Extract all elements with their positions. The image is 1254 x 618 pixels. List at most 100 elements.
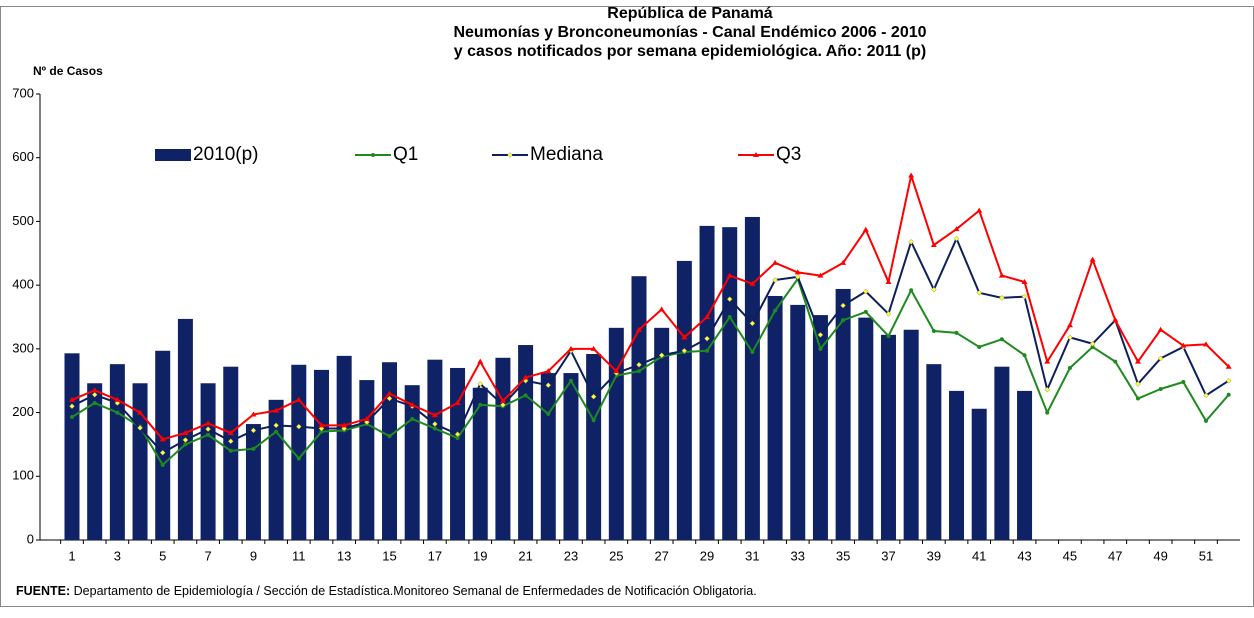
point	[1135, 381, 1141, 387]
x-tick-label: 35	[836, 548, 850, 563]
point	[1135, 396, 1140, 401]
bar	[654, 327, 670, 540]
legend-label: 2010(p)	[193, 144, 259, 165]
bar	[155, 350, 171, 540]
point	[1134, 358, 1141, 364]
point	[772, 259, 779, 265]
point	[794, 274, 801, 280]
point	[998, 272, 1005, 278]
point	[159, 436, 166, 442]
bar	[450, 367, 466, 540]
point	[908, 172, 915, 178]
legend-label: Q1	[393, 144, 418, 165]
legend-label: Mediana	[530, 144, 603, 165]
point	[182, 437, 189, 443]
chart-title: y casos notificados por semana epidemiol…	[454, 43, 926, 60]
point	[205, 420, 212, 426]
point	[92, 401, 97, 406]
x-tick-label: 9	[250, 548, 257, 563]
point	[636, 326, 642, 332]
point	[976, 207, 983, 213]
point	[91, 391, 98, 398]
point	[704, 314, 711, 319]
point	[908, 238, 915, 245]
x-tick-label: 39	[927, 548, 941, 563]
point	[1067, 334, 1073, 341]
point	[227, 438, 234, 445]
x-tick-label: 49	[1153, 548, 1167, 563]
point	[227, 429, 234, 435]
x-tick-label: 31	[745, 548, 759, 563]
bar	[586, 353, 602, 540]
x-tick-label: 19	[473, 548, 487, 563]
point	[999, 295, 1005, 301]
point	[750, 350, 755, 355]
bar	[495, 357, 511, 540]
line	[71, 174, 1230, 441]
x-tick-label: 15	[382, 548, 396, 563]
point	[567, 345, 574, 351]
point	[522, 374, 529, 380]
x-tick-label: 27	[654, 548, 668, 563]
bar	[109, 364, 125, 540]
bar	[767, 295, 783, 540]
point	[1089, 256, 1096, 262]
point	[1181, 379, 1186, 384]
point	[591, 418, 596, 423]
point	[1226, 392, 1231, 397]
point	[726, 296, 733, 303]
point	[841, 318, 846, 323]
bar	[880, 334, 896, 540]
bar	[744, 216, 760, 540]
point	[455, 436, 460, 441]
x-tick-label: 7	[204, 548, 211, 563]
point	[1066, 322, 1073, 328]
point	[250, 411, 257, 417]
point	[1090, 344, 1095, 349]
point	[363, 415, 370, 421]
x-tick-label: 5	[159, 548, 166, 563]
point	[319, 429, 324, 434]
point	[1044, 358, 1051, 364]
y-tick-label: 200	[12, 404, 34, 419]
point	[545, 368, 552, 374]
point	[205, 426, 211, 432]
point	[182, 429, 189, 435]
x-tick-label: 3	[114, 548, 121, 563]
bar	[313, 369, 329, 540]
point	[999, 337, 1004, 342]
point	[817, 331, 824, 338]
point	[295, 396, 302, 402]
bar	[64, 353, 80, 540]
point	[371, 153, 375, 157]
x-tick-label: 41	[972, 548, 986, 563]
point	[1225, 377, 1232, 384]
bar	[903, 329, 919, 540]
point	[953, 226, 960, 232]
point	[1089, 340, 1096, 347]
point	[159, 449, 166, 456]
point	[637, 369, 641, 374]
x-tick-label: 37	[881, 548, 895, 563]
bar	[971, 408, 987, 540]
point	[976, 289, 983, 296]
x-tick-label: 47	[1108, 548, 1122, 563]
source-note: FUENTE: Departamento de Epidemiología / …	[16, 584, 757, 598]
point	[818, 346, 823, 351]
point	[477, 358, 484, 364]
point	[1157, 355, 1164, 362]
chart-title: Neumonías y Bronconeumonías - Canal Endé…	[453, 24, 926, 41]
point	[1157, 326, 1164, 332]
x-tick-label: 21	[518, 548, 532, 563]
point	[507, 152, 513, 158]
point	[794, 269, 801, 275]
bar	[540, 373, 556, 540]
point	[1204, 418, 1208, 423]
point	[251, 446, 256, 451]
bar	[858, 317, 874, 540]
point	[387, 434, 392, 439]
point	[658, 306, 665, 312]
y-tick-label: 500	[12, 213, 34, 228]
source-label: FUENTE:	[16, 584, 70, 598]
